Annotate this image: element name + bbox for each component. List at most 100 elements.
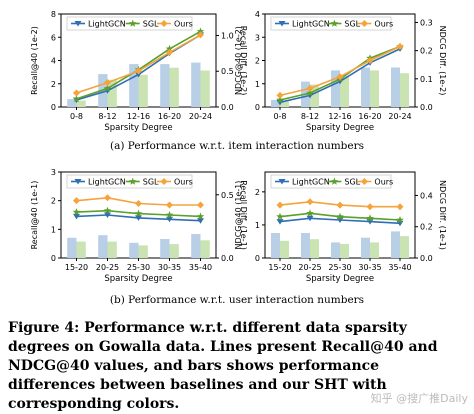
point-lightgcn <box>166 216 173 223</box>
y-tick-label: 0 <box>51 103 56 112</box>
point-sgl <box>72 94 81 103</box>
legend-label-sgl: SGL <box>143 178 159 187</box>
y-tick-label: 0 <box>255 103 260 112</box>
legend-marker-lightgcn <box>278 179 286 185</box>
y-axis-label: NDCG@40 (1e-2) <box>234 26 243 95</box>
y-tick-label: 8 <box>51 10 56 19</box>
subcaption-a: (a) Performance w.r.t. item interaction … <box>109 140 365 152</box>
point-ours <box>166 201 173 209</box>
point-sgl <box>196 212 205 220</box>
diff-bar <box>271 233 280 258</box>
y-tick-label: 2 <box>51 197 56 206</box>
point-ours <box>276 201 284 209</box>
point-sgl <box>336 212 344 220</box>
point-ours <box>104 79 111 87</box>
watermark: 知乎 @搜广推Daily <box>370 392 468 405</box>
diff-bar <box>340 76 349 107</box>
y2-axis-label: NDCG Diff. (1e-1) <box>438 180 447 250</box>
legend-marker-lightgcn <box>278 21 286 27</box>
point-lightgcn <box>104 212 111 218</box>
y-tick-label: 2 <box>51 80 56 89</box>
legend-label-sgl: SGL <box>344 20 360 29</box>
diff-bar <box>331 242 340 258</box>
y2-tick-label: 0.3 <box>420 18 433 27</box>
point-ours <box>366 57 374 64</box>
chart-panel-3: 0 1 2 3 0.0 0.5 15-20 20-25 25-30 30-35 35-40 Spars… <box>30 168 248 284</box>
diff-bar <box>391 67 400 107</box>
diff-bar <box>361 237 370 258</box>
y2-axis-label: NDCG Diff. (1e-2) <box>438 26 447 96</box>
diff-bar <box>129 64 139 107</box>
legend-label-ours: Ours <box>374 178 393 187</box>
legend-marker-ours <box>160 20 168 27</box>
y-tick-label: 2 <box>255 57 260 66</box>
y-tick-label: 4 <box>51 57 56 66</box>
point-lightgcn <box>197 218 204 224</box>
point-ours <box>396 203 404 211</box>
y-tick-label: 6 <box>51 33 56 42</box>
x-tick-label: 16-20 <box>358 112 381 121</box>
point-ours <box>73 89 80 97</box>
diff-bar <box>169 244 179 258</box>
diff-bar <box>301 233 310 258</box>
point-sgl <box>306 89 314 97</box>
point-lightgcn <box>276 219 284 225</box>
x-tick-label: 12-16 <box>127 112 150 121</box>
x-tick-label: 0-8 <box>273 112 286 121</box>
x-tick-label: 15-20 <box>268 263 291 272</box>
point-ours <box>366 203 374 211</box>
legend-marker-sgl <box>128 177 137 185</box>
diff-bar <box>76 241 86 258</box>
y2-tick-label: 0.0 <box>420 254 433 263</box>
point-lightgcn <box>73 213 80 220</box>
y2-tick-label: 0.4 <box>420 191 433 200</box>
diff-bar <box>400 236 409 258</box>
point-ours <box>276 91 284 99</box>
legend-label-ours: Ours <box>174 20 193 29</box>
diff-bar <box>370 70 379 107</box>
y2-tick-label: 0.2 <box>420 223 433 232</box>
legend-marker-ours <box>160 178 168 185</box>
point-ours <box>336 73 344 81</box>
legend-label-sgl: SGL <box>344 178 360 187</box>
diff-bar <box>191 234 201 258</box>
x-tick-label: 35-40 <box>388 263 411 272</box>
y-tick-label: 1 <box>255 221 260 230</box>
legend-marker-lightgcn <box>74 21 82 27</box>
y-tick-label: 3 <box>255 33 260 42</box>
legend: LightGCN SGL Ours <box>66 174 193 189</box>
diff-bar <box>200 70 210 107</box>
legend-marker-sgl <box>330 19 339 27</box>
chart-panel-2: 0 1 2 3 4 0.0 0.1 0.2 0.3 0-8 8-12 12-16 16-20 20-24 S… <box>234 10 447 133</box>
diff-bar <box>67 237 77 258</box>
point-ours <box>73 197 80 205</box>
diff-bar <box>331 70 340 107</box>
y-tick-label: 1 <box>255 80 260 89</box>
y-tick-label: 2 <box>255 188 260 197</box>
point-ours <box>306 198 314 206</box>
point-ours <box>104 194 111 202</box>
figure-caption: Figure 4: Performance w.r.t. different d… <box>8 320 438 412</box>
point-ours <box>306 84 314 92</box>
diff-bar <box>391 231 400 258</box>
y2-tick-label: 0.0 <box>420 103 433 112</box>
diff-bar <box>160 64 170 107</box>
legend-label-sgl: SGL <box>143 20 159 29</box>
legend-label-lightgcn: LightGCN <box>292 178 330 187</box>
diff-bar <box>310 239 319 258</box>
y-tick-label: 0 <box>255 254 260 263</box>
legend-label-lightgcn: LightGCN <box>292 20 330 29</box>
point-ours <box>135 67 142 75</box>
legend-marker-ours <box>360 20 368 27</box>
x-axis-label: Sparsity Degree <box>104 123 172 133</box>
point-sgl <box>396 216 404 224</box>
legend-marker-lightgcn <box>74 179 82 185</box>
x-tick-label: 8-12 <box>301 112 319 121</box>
diff-bar <box>67 99 77 107</box>
y-tick-label: 4 <box>255 10 260 19</box>
point-ours <box>197 201 204 209</box>
point-ours <box>166 48 173 56</box>
y2-axis-label: Recall Diff. (1e-1) <box>239 180 248 250</box>
y2-tick-label: 1.0 <box>221 31 234 40</box>
